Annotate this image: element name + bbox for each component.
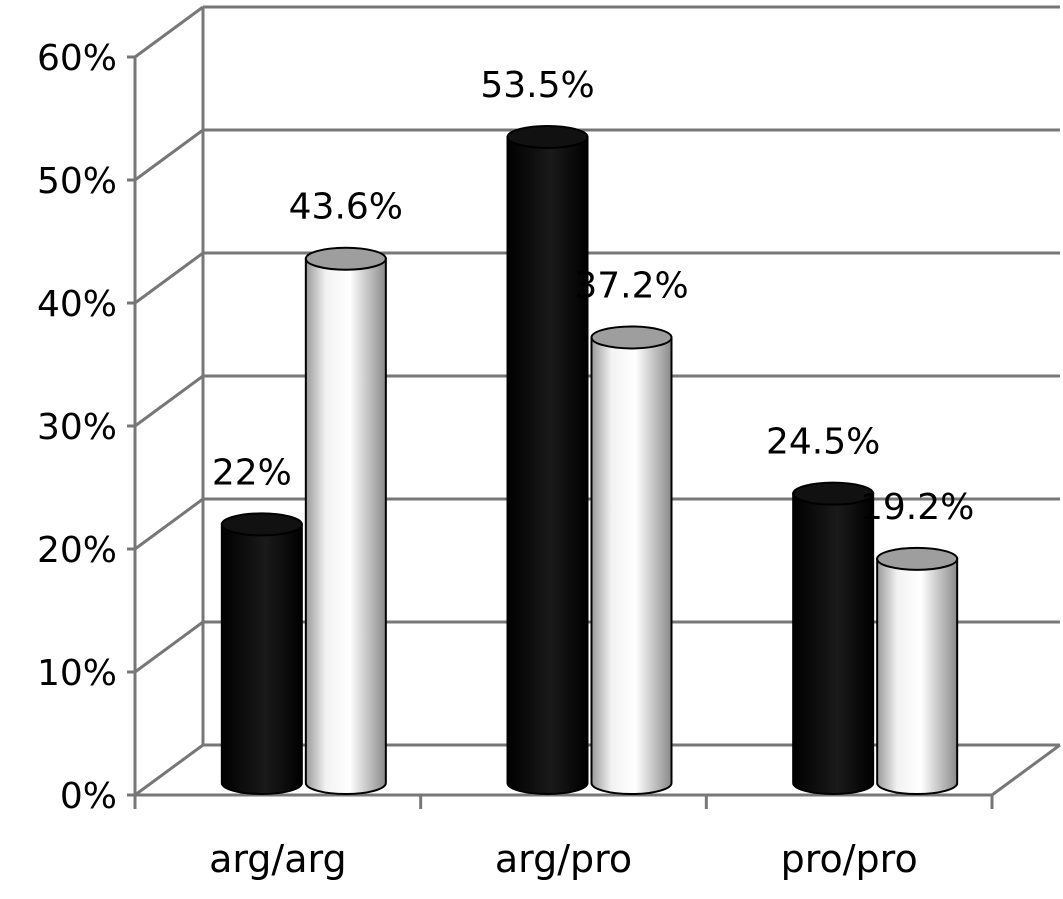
data-labels: 22% 53.5% 24.5% 43.6% 37.2% 19.2% <box>212 65 975 528</box>
bar <box>304 246 387 795</box>
bars <box>220 124 959 795</box>
y-tick-label: 20% <box>37 530 117 571</box>
data-label: 43.6% <box>289 187 403 228</box>
y-tick-label: 30% <box>37 407 117 448</box>
y-tick-label: 40% <box>37 284 117 325</box>
data-label: 37.2% <box>574 265 688 306</box>
y-tick-label: 0% <box>60 776 117 817</box>
gridline-diagonal <box>134 5 204 59</box>
y-tick-label: 50% <box>37 161 117 202</box>
axes: 0% 10% 20% 30% 40% 50% 60% arg/arg arg/pro pro/pr… <box>37 7 1061 881</box>
gridline-diagonal <box>134 620 204 674</box>
gridline-diagonal <box>134 497 204 551</box>
bar <box>590 325 673 795</box>
y-tick-label: 10% <box>37 653 117 694</box>
bar <box>876 546 959 795</box>
bar <box>792 481 875 795</box>
data-label: 22% <box>212 452 292 493</box>
x-tick-label: arg/pro <box>495 837 632 881</box>
data-label: 24.5% <box>766 422 880 463</box>
gridline-diagonal <box>134 743 204 797</box>
gridline-diagonal <box>134 251 204 305</box>
y-tick-label: 60% <box>37 38 117 79</box>
bar <box>506 124 589 795</box>
floor-edge <box>991 743 1061 797</box>
data-label: 53.5% <box>480 65 594 106</box>
x-tick-label: pro/pro <box>781 837 918 881</box>
data-label: 19.2% <box>860 487 974 528</box>
gridline-diagonal <box>134 128 204 182</box>
bar <box>220 512 303 795</box>
gridline-diagonal <box>134 374 204 428</box>
x-tick-label: arg/arg <box>209 837 347 881</box>
